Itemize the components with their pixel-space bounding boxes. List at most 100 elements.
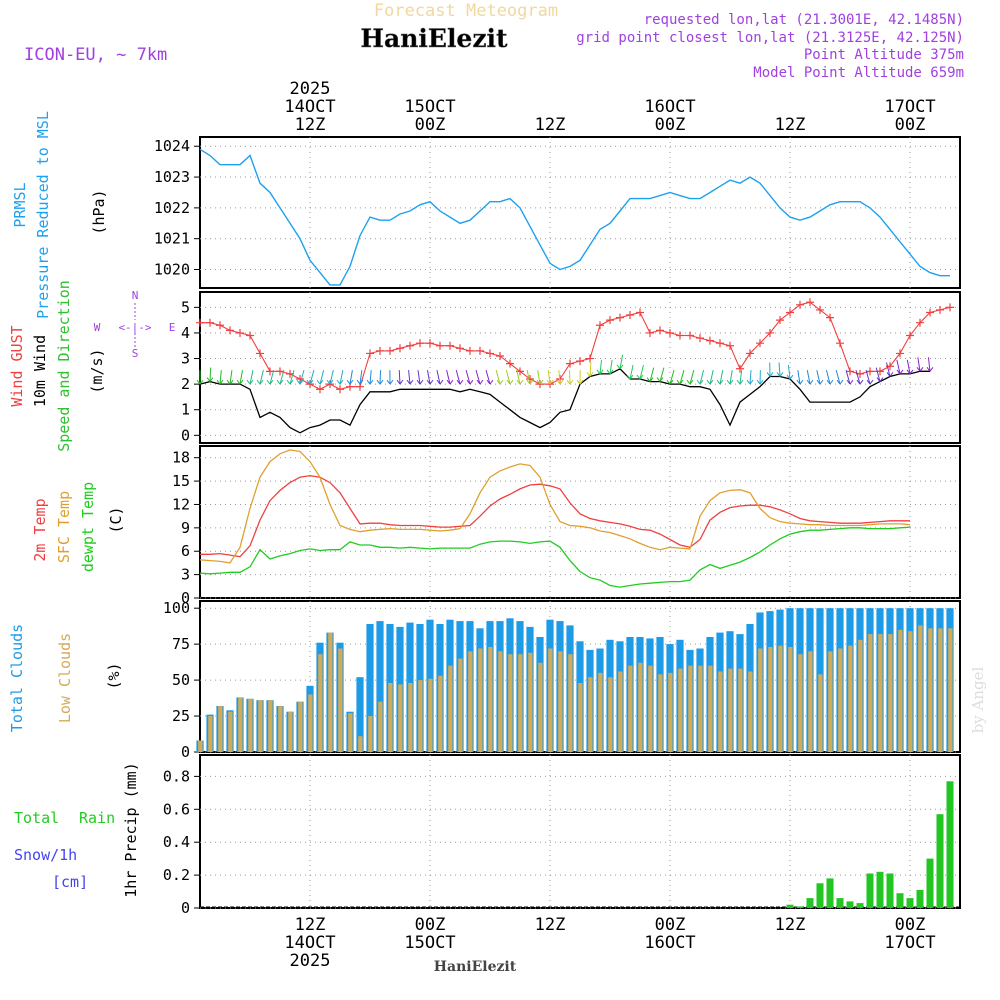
low-cloud-bar [908,631,913,752]
wind-direction-arrow [455,370,464,385]
wind-direction-arrow [776,362,784,377]
y-tick-label: 18 [172,449,190,467]
low-cloud-bar [398,684,403,752]
wind-direction-arrow [576,370,584,385]
wind-direction-arrow [416,370,424,385]
gust-marker [936,305,944,314]
low-cloud-bar [718,671,723,752]
wind-direction-arrow [495,370,504,385]
gust-marker [736,364,744,373]
temp-2m-label: 2m Temp [31,498,49,561]
low-cloud-bar [878,634,883,752]
y-tick-label: 2 [181,375,190,393]
low-cloud-bar [728,668,733,752]
precip-bar [796,906,804,908]
y-tick-label: 50 [172,671,190,689]
top-time-label: 12Z [295,115,326,135]
model-point-altitude: Model Point Altitude 659m [753,65,964,81]
gust-marker [486,349,494,358]
rain-label: Rain [79,809,115,827]
gust-marker [376,346,384,355]
low-cloud-bar [258,700,263,752]
top-time-label: 14OCT [284,97,335,117]
wind-direction-arrow [916,357,924,372]
panel-4: 0 0.2 0.4 0.6 0.8 [163,754,961,917]
low-cloud-bar [578,683,583,752]
compass-arrows: <-|-> [118,321,151,334]
y-tick-label: 5 [181,298,190,316]
wind-direction-arrow [716,370,724,385]
low-cloud-bar [738,668,743,752]
gust-marker [226,326,234,335]
panel-frame [199,291,961,444]
low-cloud-bar [208,716,213,752]
bottom-time-label: 2025 [290,951,331,971]
y-tick-label: 0 [181,743,190,761]
low-cloud-bar [238,697,243,752]
wind-direction-arrow [926,357,934,372]
gust-marker [246,331,254,340]
credit-watermark: by Angel [969,666,987,733]
point-altitude: Point Altitude 375m [804,47,964,63]
station-name: HaniElezit [360,24,508,53]
bottom-time-label: 14OCT [284,933,335,953]
prmsl-label: PRMSL [11,182,29,227]
y-tick-label: 1 [181,401,190,419]
wind-line [199,368,930,434]
low-cloud-bar [328,632,333,752]
low-cloud-bar [598,672,603,752]
wind-direction-arrow [766,362,774,377]
total-cloud-bar [376,621,384,752]
low-cloud-bar [448,665,453,752]
y-tick-label: 15 [172,472,190,490]
gust-marker [756,339,764,348]
gust-marker [216,321,224,330]
wind-direction-arrow [206,367,214,382]
low-cloud-bar [808,651,813,752]
bottom-time-label: 12Z [295,915,326,935]
gust-marker [276,367,284,376]
wind-direction-arrow [236,370,244,385]
gridpoint-lonlat: grid point closest lon,lat (21.3125E, 42… [576,30,964,46]
top-time-label: 00Z [655,115,686,135]
wind-direction-arrow [696,370,705,385]
low-cloud-bar [268,700,273,752]
low-cloud-bar [668,672,673,752]
gust-marker [586,354,594,363]
compass-west: W [94,321,101,334]
compass-rose: N S W E <-|-> [94,289,176,360]
wind-direction-arrow [366,370,374,385]
compass-south: S [132,347,139,360]
low-cloud-bar [948,628,953,752]
y-tick-label: 6 [181,542,190,560]
low-cloud-bar [698,665,703,752]
wind-direction-arrow [216,370,224,385]
low-cloud-bar [458,658,463,752]
precip-bar [846,901,854,908]
wind-direction-arrow [296,369,305,385]
gust-marker [826,313,834,322]
wind-direction-arrow [196,370,204,385]
precip-bar [856,903,864,908]
top-time-label: 12Z [535,115,566,135]
low-cloud-bar [358,736,363,752]
panel-0: 1020 1021 1022 1023 1024 [154,136,961,289]
gust-line [200,301,951,390]
y-tick-label: 1022 [154,199,190,217]
wind-direction-arrow [606,359,614,375]
gust-marker [666,328,674,337]
precip-bar [816,883,824,908]
gust-marker [456,344,464,353]
wind-direction-arrow [276,370,285,385]
cloud-labels: Total Clouds Low Clouds (%) [8,624,123,732]
gust-marker [576,357,584,366]
wind-direction-arrow [656,367,665,382]
gust-marker [916,318,924,327]
low-cloud-bar [898,629,903,752]
low-cloud-bar [858,639,863,752]
low-clouds-label: Low Clouds [56,633,74,723]
wind-direction-arrow [666,369,675,385]
wind-direction-arrow [226,370,234,385]
gust-marker [616,313,624,322]
wind-direction-arrow [845,370,854,385]
